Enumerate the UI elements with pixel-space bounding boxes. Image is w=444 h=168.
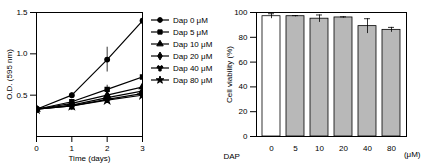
- svg-text:0: 0: [243, 132, 248, 141]
- html-text:Dap 40 μM: Dap 40 μM: [173, 63, 213, 73]
- svg-text:1.0: 1.0: [16, 49, 28, 58]
- svg-text:O.D. (595 nm): O.D. (595 nm): [5, 49, 14, 100]
- svg-text:Time (days): Time (days): [69, 154, 111, 163]
- html-text:Dap 5 μM: Dap 5 μM: [173, 27, 208, 37]
- svg-text:3: 3: [140, 144, 145, 153]
- svg-text:40: 40: [239, 82, 248, 91]
- html-text:Dap 20 μM: Dap 20 μM: [173, 51, 213, 61]
- svg-text:Cell viability (%): Cell viability (%): [225, 46, 234, 103]
- html-text:Dap 0 μM: Dap 0 μM: [173, 15, 208, 25]
- svg-text:60: 60: [239, 58, 248, 67]
- svg-text:5: 5: [293, 144, 298, 153]
- svg-text:20: 20: [339, 144, 348, 153]
- svg-text:80: 80: [387, 144, 396, 153]
- svg-text:100: 100: [234, 8, 248, 17]
- svg-text:80: 80: [239, 33, 248, 42]
- svg-text:1.5: 1.5: [16, 8, 28, 17]
- svg-text:1: 1: [70, 144, 75, 153]
- svg-text:20: 20: [239, 107, 248, 116]
- svg-text:10: 10: [315, 144, 324, 153]
- svg-text:DAP: DAP: [224, 152, 240, 161]
- html-text:Dap 10 μM: Dap 10 μM: [173, 39, 213, 49]
- svg-text:0: 0: [269, 144, 274, 153]
- svg-text:0: 0: [34, 144, 39, 153]
- svg-text:2: 2: [105, 144, 110, 153]
- svg-text:(μM): (μM): [404, 150, 421, 159]
- html-text:Dap 80 μM: Dap 80 μM: [173, 75, 213, 85]
- svg-text:40: 40: [363, 144, 372, 153]
- svg-text:0.5: 0.5: [16, 91, 28, 100]
